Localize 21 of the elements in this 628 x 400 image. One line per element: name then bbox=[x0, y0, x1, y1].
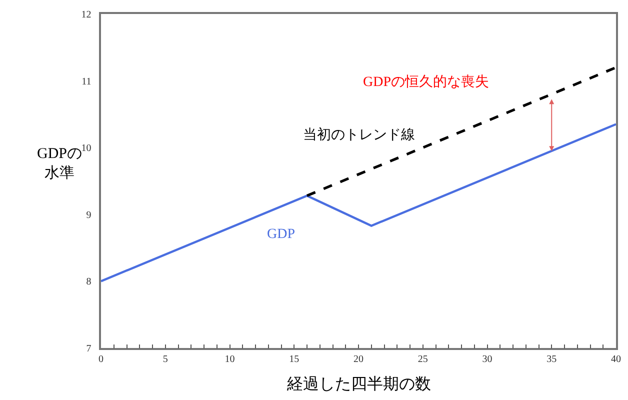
x-tick-label: 0 bbox=[98, 354, 104, 365]
x-tick-label: 5 bbox=[162, 354, 168, 365]
x-tick-label: 30 bbox=[482, 354, 492, 365]
annotation: GDP bbox=[267, 227, 296, 242]
x-tick-label: 35 bbox=[546, 354, 557, 365]
y-axis-title: GDPの水準 bbox=[37, 146, 82, 182]
x-tick-label: 15 bbox=[289, 354, 300, 365]
x-axis-title: 経過した四半期の数 bbox=[286, 375, 431, 393]
x-tick-label: 20 bbox=[354, 354, 364, 365]
y-tick-label: 9 bbox=[86, 210, 92, 221]
y-tick-label: 7 bbox=[86, 344, 92, 354]
y-tick-label: 8 bbox=[86, 276, 92, 288]
x-tick-label: 25 bbox=[418, 354, 428, 365]
line-series bbox=[101, 123, 616, 282]
annotation: GDPの恒久的な喪失 bbox=[363, 74, 490, 90]
x-tick-label: 40 bbox=[611, 354, 621, 365]
y-tick-label: 10 bbox=[81, 143, 92, 154]
y-tick-label: 12 bbox=[81, 10, 92, 20]
x-tick-label: 10 bbox=[224, 354, 235, 365]
annotation: 当初のトレンド線 bbox=[303, 127, 415, 143]
y-tick-label: 11 bbox=[82, 76, 92, 88]
